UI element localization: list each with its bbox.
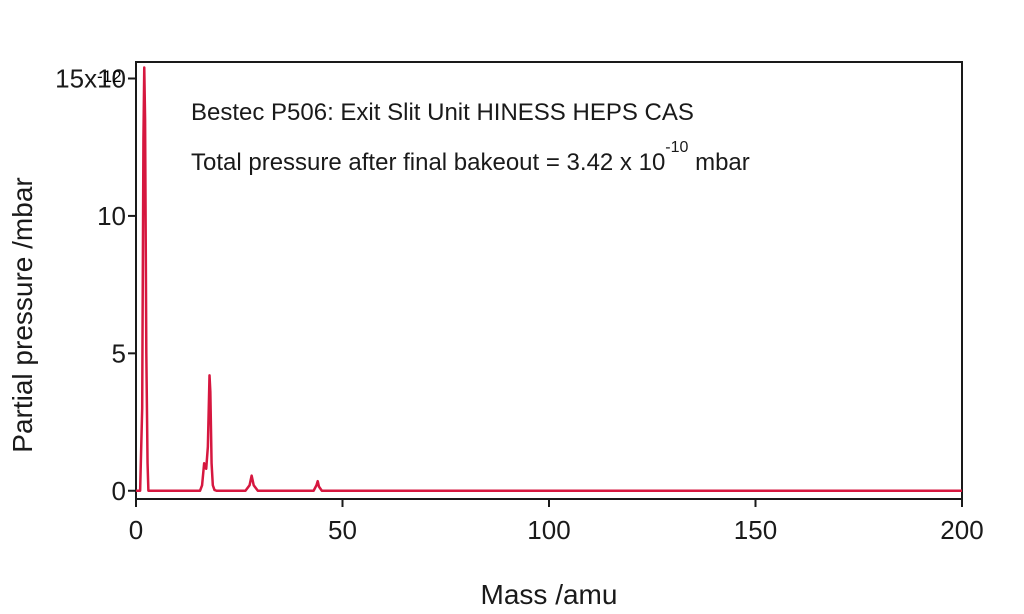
series-layer	[136, 66, 962, 492]
x-tick-label: 0	[129, 515, 143, 545]
y-tick-label: 10	[97, 201, 126, 231]
x-ticks: 0 50 100 150 200	[129, 499, 984, 545]
x-tick-label: 50	[328, 515, 357, 545]
x-tick-label: 150	[734, 515, 777, 545]
series-line-0	[136, 66, 962, 492]
y-axis-exponent: -12	[97, 67, 122, 86]
y-axis-title: Partial pressure /mbar	[7, 177, 38, 452]
annotation-line-2: Total pressure after final bakeout = 3.4…	[191, 139, 750, 176]
x-tick-label: 200	[940, 515, 983, 545]
y-tick-label: 15x10	[55, 63, 126, 93]
x-tick-label: 100	[527, 515, 570, 545]
x-axis-title: Mass /amu	[481, 579, 618, 610]
y-tick-label: 5	[112, 338, 126, 368]
y-tick-label: 0	[112, 476, 126, 506]
y-ticks: 0 5 10 15x10	[55, 63, 136, 506]
annotation-line-1: Bestec P506: Exit Slit Unit HINESS HEPS …	[191, 99, 694, 126]
plot-frame	[135, 61, 963, 500]
